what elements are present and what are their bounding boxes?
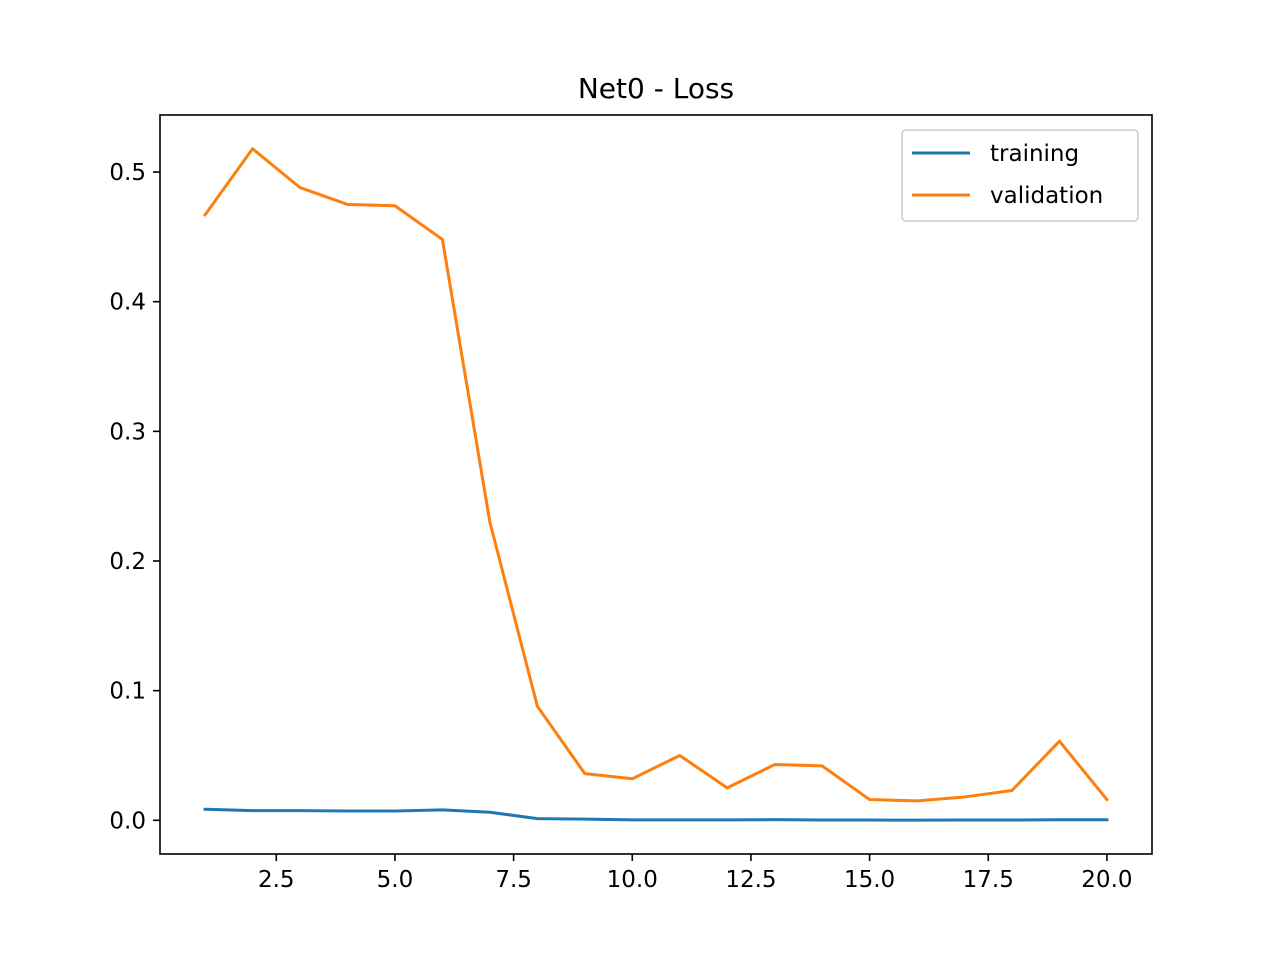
series-lines [202,147,1110,822]
x-tick-label: 5.0 [377,867,414,893]
x-tick-label: 2.5 [258,867,295,893]
x-tick-label: 17.5 [963,867,1014,893]
series-line-training [203,807,1109,822]
legend-label-validation: validation [990,183,1103,209]
y-tick-label: 0.3 [109,419,146,445]
legend-label-training: training [990,141,1079,167]
x-axis-ticks: 2.5 5.0 7.5 10.0 12.5 15.0 17.5 20.0 [258,854,1133,893]
y-tick-label: 0.0 [109,808,146,834]
chart-title: Net0 - Loss [578,72,734,105]
x-tick-label: 7.5 [495,867,532,893]
x-tick-label: 10.0 [607,867,658,893]
y-tick-label: 0.5 [109,160,146,186]
y-axis-ticks: 0.0 0.1 0.2 0.3 0.4 0.5 [109,160,160,834]
x-tick-label: 15.0 [844,867,895,893]
y-tick-label: 0.4 [109,290,146,316]
y-tick-label: 0.1 [109,679,146,705]
x-tick-label: 20.0 [1081,867,1132,893]
x-tick-label: 12.5 [725,867,776,893]
series-line-validation [202,147,1110,803]
legend: training validation [901,129,1139,222]
y-tick-label: 0.2 [109,549,146,575]
plot-frame [159,114,1153,855]
